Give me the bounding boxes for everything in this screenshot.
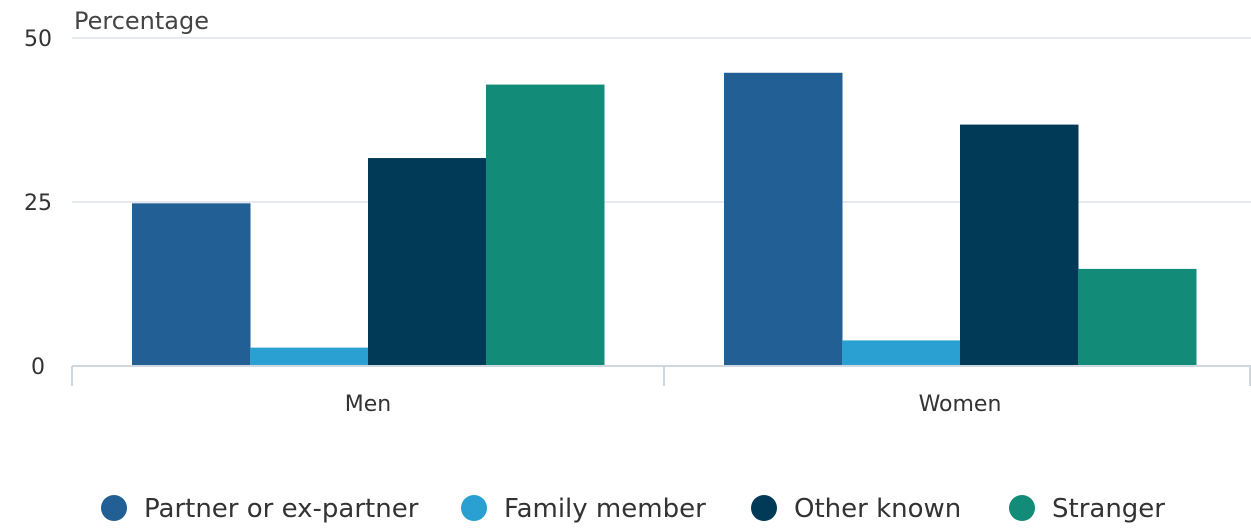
legend-label: Partner or ex-partner — [144, 494, 419, 524]
x-tick-label-men: Men — [345, 392, 391, 417]
bar-women-family-member — [842, 340, 961, 366]
y-axis-title: Percentage — [74, 7, 209, 35]
legend: Partner or ex-partner Family member Other … — [101, 494, 1165, 524]
legend-marker — [1009, 495, 1035, 521]
bar-men-family-member — [250, 347, 369, 366]
legend-marker — [101, 495, 127, 521]
legend-label: Other known — [794, 494, 961, 524]
legend-item-other-known[interactable]: Other known — [751, 494, 961, 524]
bar-women-partner-or-ex-partner — [724, 72, 843, 366]
legend-item-partner-or-ex-partner[interactable]: Partner or ex-partner — [101, 494, 419, 524]
y-tick-label-0: 0 — [31, 355, 45, 380]
bar-men-partner-or-ex-partner — [132, 203, 251, 366]
legend-marker — [751, 495, 777, 521]
bar-women-stranger — [1078, 268, 1197, 366]
y-tick-label-50: 50 — [24, 27, 52, 52]
bar-men-stranger — [486, 84, 605, 367]
legend-item-stranger[interactable]: Stranger — [1009, 494, 1165, 524]
legend-marker — [461, 495, 487, 521]
axes: Percentage 0 25 50 Men Women — [24, 7, 1251, 417]
legend-label: Family member — [504, 494, 706, 524]
bar-men-other-known — [368, 158, 487, 366]
bar-women-other-known — [960, 124, 1079, 366]
y-tick-label-25: 25 — [24, 191, 52, 216]
bars — [132, 72, 1197, 367]
legend-label: Stranger — [1052, 494, 1165, 524]
x-tick-label-women: Women — [919, 392, 1002, 417]
legend-item-family-member[interactable]: Family member — [461, 494, 706, 524]
